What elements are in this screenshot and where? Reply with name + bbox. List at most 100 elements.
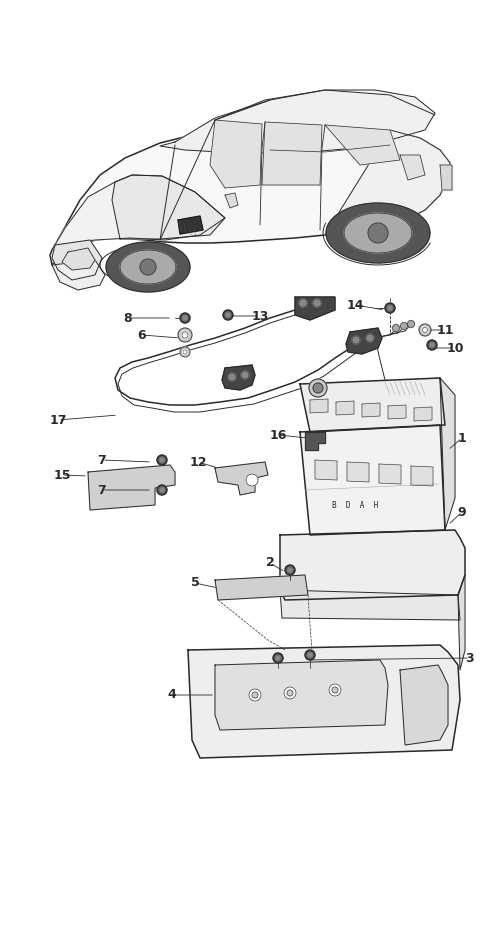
Polygon shape (388, 405, 406, 419)
Circle shape (157, 485, 167, 495)
Polygon shape (62, 248, 95, 270)
Circle shape (313, 383, 323, 393)
Text: 4: 4 (168, 688, 176, 702)
Text: 16: 16 (269, 428, 287, 442)
Polygon shape (50, 123, 450, 265)
Text: 5: 5 (191, 576, 199, 590)
Text: 8: 8 (124, 312, 132, 324)
Polygon shape (300, 378, 445, 432)
Circle shape (140, 259, 156, 275)
Polygon shape (188, 645, 460, 758)
Polygon shape (262, 122, 322, 185)
Circle shape (429, 342, 435, 348)
Polygon shape (215, 575, 308, 600)
Polygon shape (300, 425, 445, 535)
Circle shape (284, 687, 296, 699)
Polygon shape (225, 193, 238, 208)
Circle shape (427, 340, 437, 350)
Text: 1: 1 (457, 431, 467, 445)
Circle shape (285, 565, 295, 575)
Circle shape (159, 487, 165, 493)
Polygon shape (106, 242, 190, 292)
Polygon shape (440, 165, 452, 190)
Text: 3: 3 (466, 651, 474, 665)
Text: 11: 11 (436, 323, 454, 337)
Polygon shape (325, 130, 450, 235)
Text: 10: 10 (446, 341, 464, 355)
Circle shape (422, 327, 428, 333)
Circle shape (329, 684, 341, 696)
Polygon shape (346, 328, 382, 354)
Polygon shape (400, 155, 425, 180)
Polygon shape (210, 120, 262, 188)
Circle shape (159, 457, 165, 463)
Text: 12: 12 (189, 455, 207, 468)
Circle shape (182, 316, 188, 320)
Polygon shape (55, 175, 225, 245)
Polygon shape (440, 378, 455, 530)
Text: 14: 14 (346, 299, 364, 312)
Polygon shape (222, 365, 255, 390)
Polygon shape (178, 216, 203, 234)
Polygon shape (411, 466, 433, 486)
Polygon shape (315, 460, 337, 480)
Circle shape (178, 328, 192, 342)
Polygon shape (310, 399, 328, 413)
Circle shape (408, 320, 415, 327)
Circle shape (368, 223, 388, 243)
Circle shape (183, 350, 187, 354)
Circle shape (287, 690, 293, 696)
Text: 13: 13 (252, 309, 269, 322)
Circle shape (223, 310, 233, 320)
Text: 7: 7 (97, 483, 107, 497)
Polygon shape (347, 462, 369, 482)
Circle shape (246, 474, 258, 486)
Polygon shape (336, 401, 354, 415)
Polygon shape (344, 213, 412, 253)
Polygon shape (112, 175, 225, 239)
Circle shape (309, 379, 327, 397)
Polygon shape (400, 665, 448, 745)
Text: 7: 7 (97, 453, 107, 466)
Polygon shape (52, 240, 102, 280)
Polygon shape (215, 660, 388, 730)
Circle shape (252, 692, 258, 698)
Circle shape (275, 655, 281, 661)
Circle shape (180, 313, 190, 323)
Circle shape (249, 689, 261, 701)
Polygon shape (280, 590, 460, 620)
Polygon shape (120, 250, 176, 284)
Circle shape (305, 650, 315, 660)
Polygon shape (280, 530, 465, 600)
Circle shape (157, 455, 167, 465)
Circle shape (387, 305, 393, 311)
Polygon shape (52, 260, 105, 290)
Text: 9: 9 (458, 505, 466, 519)
Circle shape (332, 687, 338, 693)
Circle shape (307, 652, 313, 658)
Text: 6: 6 (138, 329, 146, 341)
Polygon shape (379, 464, 401, 484)
Polygon shape (295, 297, 335, 320)
Polygon shape (414, 407, 432, 421)
Circle shape (225, 312, 231, 318)
Polygon shape (215, 462, 268, 495)
Polygon shape (88, 465, 175, 510)
Polygon shape (160, 90, 435, 153)
Circle shape (400, 322, 408, 330)
Circle shape (182, 332, 188, 338)
Circle shape (313, 299, 321, 307)
Text: B  D  A  H: B D A H (332, 501, 378, 509)
Circle shape (273, 653, 283, 663)
Polygon shape (325, 125, 400, 165)
Circle shape (180, 347, 190, 357)
Circle shape (385, 303, 395, 313)
Circle shape (352, 336, 360, 344)
Polygon shape (362, 403, 380, 417)
Circle shape (366, 334, 374, 342)
Circle shape (393, 324, 399, 332)
Polygon shape (305, 432, 325, 450)
Text: 2: 2 (265, 556, 275, 570)
Circle shape (419, 324, 431, 336)
Text: 17: 17 (49, 413, 67, 427)
